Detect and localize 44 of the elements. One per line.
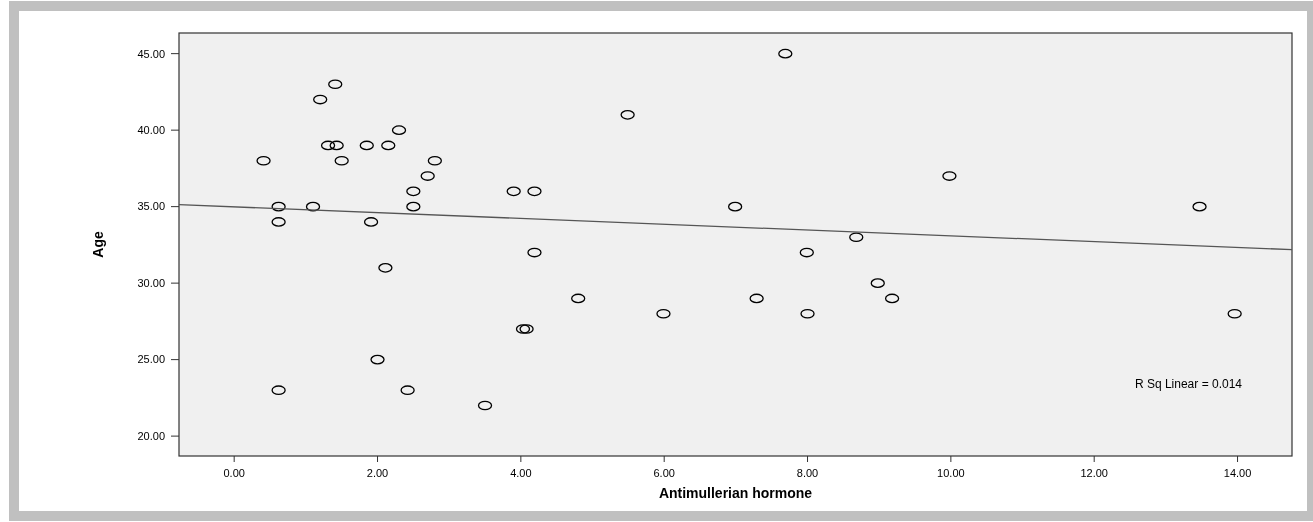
point <box>359 140 374 151</box>
point <box>313 94 328 105</box>
point <box>849 232 864 243</box>
point <box>406 186 421 197</box>
point <box>527 186 542 197</box>
point <box>800 308 815 319</box>
x-tick-label: 10.00 <box>937 467 965 479</box>
point <box>381 140 396 151</box>
y-tick-label: 25.00 <box>137 353 165 366</box>
y-tick-label: 45.00 <box>137 47 165 60</box>
point <box>406 201 421 212</box>
point <box>506 186 521 197</box>
y-tick-label: 40.00 <box>137 123 165 136</box>
point <box>1227 308 1242 319</box>
point <box>378 262 393 273</box>
point <box>370 354 385 365</box>
point <box>271 201 286 212</box>
x-tick-label: 0.00 <box>223 467 245 479</box>
point <box>256 155 271 166</box>
x-axis-title: Antimullerian hormone <box>658 485 813 501</box>
y-tick-label: 20.00 <box>137 429 165 442</box>
point <box>656 308 671 319</box>
point <box>400 385 415 396</box>
point <box>427 155 442 166</box>
point <box>328 79 343 90</box>
point <box>329 140 344 151</box>
y-axis-title: Age <box>90 231 106 258</box>
x-tick-label: 8.00 <box>796 467 819 479</box>
point <box>271 385 286 396</box>
x-tick-label: 6.00 <box>653 467 675 479</box>
y-tick-label: 35.00 <box>137 200 165 213</box>
x-tick-label: 4.00 <box>510 467 532 479</box>
point <box>334 155 349 166</box>
point <box>1192 201 1207 212</box>
point <box>749 293 764 304</box>
point <box>778 48 793 59</box>
x-tick-label: 2.00 <box>366 467 389 479</box>
y-tick-label: 30.00 <box>137 276 165 289</box>
annotation: R Sq Linear = 0.014 <box>1134 377 1243 391</box>
point <box>571 293 586 304</box>
point <box>527 247 542 258</box>
x-tick-label: 12.00 <box>1080 467 1108 479</box>
x-tick-label: 14.00 <box>1223 467 1252 479</box>
point <box>799 247 814 258</box>
